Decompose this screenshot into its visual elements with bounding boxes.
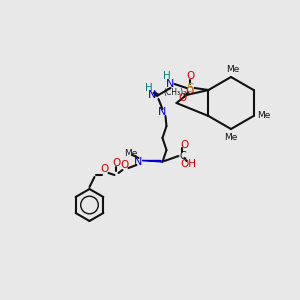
Text: O: O <box>112 158 121 168</box>
Text: O: O <box>185 86 194 96</box>
Text: O: O <box>180 140 189 150</box>
Text: Me: Me <box>224 133 238 142</box>
Text: O: O <box>100 164 109 174</box>
Text: S: S <box>187 82 194 94</box>
Text: N: N <box>148 90 157 100</box>
Text: N: N <box>158 107 167 117</box>
Text: O: O <box>178 93 187 103</box>
Text: N: N <box>134 157 143 167</box>
Polygon shape <box>142 160 163 162</box>
Text: Me: Me <box>124 149 137 158</box>
Text: OH: OH <box>181 159 196 169</box>
Text: H: H <box>145 83 152 93</box>
Text: Me: Me <box>257 112 270 121</box>
Text: (CH₃)₂: (CH₃)₂ <box>164 88 187 98</box>
Text: O: O <box>120 160 129 170</box>
Text: H: H <box>163 71 170 81</box>
Text: O: O <box>186 71 195 81</box>
Text: Me: Me <box>226 64 240 74</box>
Text: C: C <box>179 151 186 161</box>
Text: N: N <box>166 79 175 89</box>
